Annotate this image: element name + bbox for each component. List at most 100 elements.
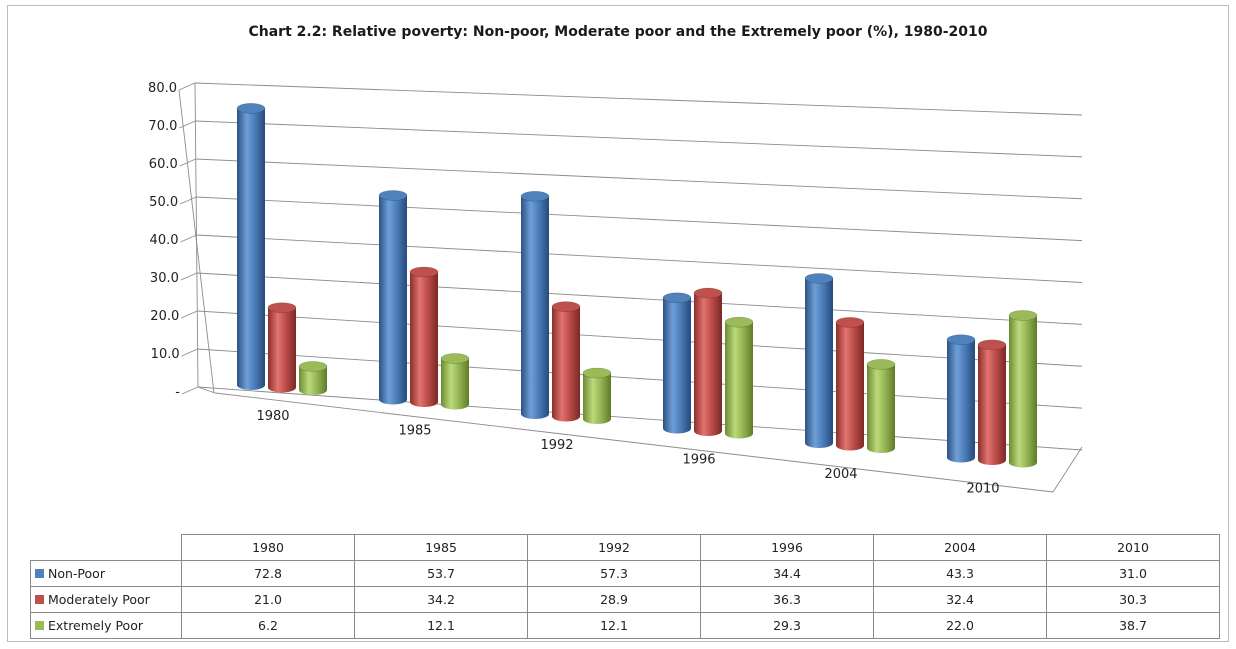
data-table-cell: 30.3 (1046, 586, 1220, 613)
bar-body (237, 108, 265, 391)
data-table-cell: 43.3 (873, 560, 1047, 587)
y-tick-label: 70.0 (148, 119, 177, 134)
bar-top (977, 339, 1007, 351)
bar-1985-s0 (378, 190, 408, 405)
bar-body (583, 373, 611, 424)
bar-body (725, 322, 753, 439)
chart-frame (7, 5, 1229, 642)
data-table-corner (31, 535, 182, 561)
bar-1985-s2 (440, 353, 470, 410)
bar-top (409, 266, 439, 278)
data-table-header-row: 1980 1985 1992 1996 2004 2010 (31, 534, 1220, 561)
data-table-cell: 32.4 (873, 586, 1047, 613)
gridline-side (181, 386, 199, 395)
bar-top (866, 359, 896, 370)
data-table-year: 1980 (181, 534, 355, 561)
chart-plot: -10.020.030.040.050.060.070.080.0 198019… (148, 81, 1083, 497)
data-table-cell: 12.1 (354, 612, 528, 639)
bar-body (268, 307, 296, 393)
bar-top (804, 273, 834, 284)
bar-body (410, 272, 438, 407)
gridline (196, 234, 1083, 283)
bar-2010-s0 (946, 334, 976, 463)
legend-swatch-moderately-poor (35, 595, 44, 604)
bar-2004-s0 (804, 273, 834, 448)
y-tick-label: 10.0 (151, 347, 180, 362)
chart-bars (236, 103, 1038, 468)
bar-body (978, 344, 1006, 465)
gridline-side (180, 234, 197, 243)
y-tick-label: 60.0 (149, 157, 178, 172)
bar-body (694, 293, 722, 436)
gridline-side (181, 348, 198, 357)
bar-top (267, 302, 297, 314)
bar-body (521, 196, 549, 419)
bar-1992-s1 (551, 301, 581, 422)
bar-2010-s2 (1008, 310, 1038, 468)
data-table-cell: 12.1 (527, 612, 701, 639)
gridline-side (180, 272, 198, 281)
chart-title: Chart 2.2: Relative poverty: Non-poor, M… (248, 24, 988, 40)
legend-entry-moderately-poor: Moderately Poor (30, 586, 182, 613)
y-tick-label: 50.0 (149, 195, 178, 210)
data-table-cell: 57.3 (527, 560, 701, 587)
bar-1996-s1 (693, 287, 723, 436)
bar-top (582, 367, 612, 379)
bar-top (946, 334, 976, 346)
data-table-cell: 34.2 (354, 586, 528, 613)
x-tick-label: 1992 (540, 438, 573, 453)
chart-grid (178, 82, 1083, 493)
legend-label: Moderately Poor (48, 592, 150, 607)
x-axis-ticks: 1980 1985 1992 1996 2004 2010 (256, 409, 999, 497)
legend-label: Extremely Poor (48, 618, 143, 633)
bar-body (1009, 315, 1037, 468)
x-tick-label: 2010 (966, 482, 999, 497)
bar-body (836, 322, 864, 451)
floor-left-edge (197, 386, 216, 394)
x-tick-label: 1996 (682, 453, 715, 468)
floor-right-edge (1052, 446, 1083, 493)
gridline-side (181, 310, 198, 319)
bar-top (520, 190, 550, 202)
legend-entry-non-poor: Non-Poor (30, 560, 182, 587)
data-table-year: 2010 (1046, 534, 1220, 561)
y-axis-ticks: - 10.0 20.0 30.0 40.0 50.0 60.0 70.0 80.0 (148, 81, 180, 400)
bar-top (724, 316, 754, 328)
bar-body (552, 306, 580, 422)
gridline (197, 310, 1083, 367)
data-table-cell: 31.0 (1046, 560, 1220, 587)
bar-1996-s0 (662, 292, 692, 434)
bar-top (298, 361, 328, 372)
gridline (196, 196, 1083, 242)
y-tick-label: 80.0 (148, 81, 177, 96)
bar-2010-s1 (977, 339, 1007, 465)
data-table-year: 2004 (873, 534, 1047, 561)
bar-top (440, 353, 470, 364)
data-table-cell: 29.3 (700, 612, 874, 639)
x-tick-label: 1980 (256, 409, 289, 424)
data-table-year: 1985 (354, 534, 528, 561)
data-table-cell: 72.8 (181, 560, 355, 587)
bar-2004-s1 (835, 317, 865, 451)
bar-top (693, 287, 723, 299)
legend-entry-extremely-poor: Extremely Poor (30, 612, 182, 639)
bar-body (805, 278, 833, 448)
gridline (196, 272, 1083, 325)
bar-top (835, 317, 865, 328)
gridline-side (179, 120, 196, 129)
gridline (197, 386, 1083, 451)
bar-1980-s2 (298, 361, 328, 395)
bar-body (947, 339, 975, 463)
gridline (195, 158, 1083, 200)
data-table-cell: 34.4 (700, 560, 874, 587)
bar-1992-s2 (582, 367, 612, 424)
bar-1985-s1 (409, 266, 439, 407)
data-table-cell: 22.0 (873, 612, 1047, 639)
data-table-row-moderately-poor: Moderately Poor 21.0 34.2 28.9 36.3 32.4… (30, 586, 1220, 613)
gridline (197, 348, 1083, 409)
y-tick-label: 40.0 (150, 233, 179, 248)
data-table: 1980 1985 1992 1996 2004 2010 Non-Poor 7… (30, 534, 1220, 639)
legend-swatch-extremely-poor (35, 621, 44, 630)
data-table-cell: 6.2 (181, 612, 355, 639)
bar-body (441, 358, 469, 410)
